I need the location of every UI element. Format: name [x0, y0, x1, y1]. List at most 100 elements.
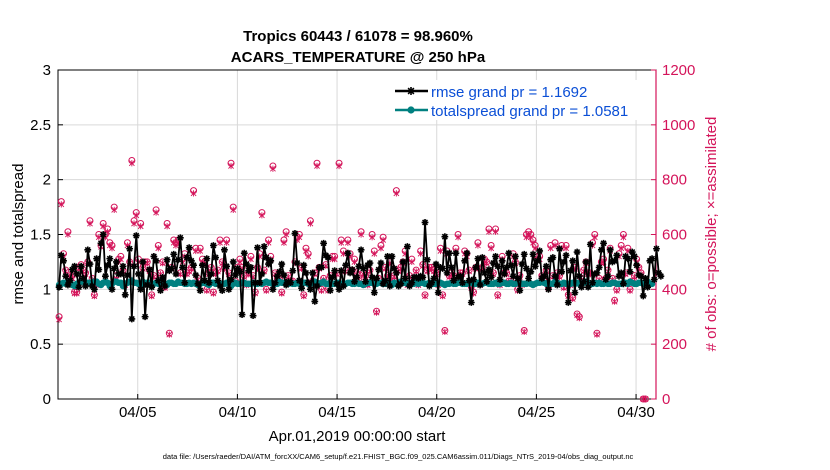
rmse-point — [586, 240, 594, 248]
rmse-point — [578, 283, 585, 291]
rmse-point — [549, 254, 557, 261]
rmse-point — [368, 273, 376, 281]
obs-assimilated-marker — [351, 258, 358, 266]
obs-assimilated-marker — [247, 256, 254, 263]
y-tick-label: 2 — [43, 172, 51, 189]
rmse-point — [399, 258, 407, 266]
rmse-point — [108, 285, 116, 293]
rmse-point — [461, 257, 469, 265]
obs-assimilated-marker — [483, 260, 490, 267]
obs-assimilated-marker — [197, 247, 204, 255]
rmse-point — [377, 259, 385, 267]
rmse-point — [146, 266, 153, 273]
obs-assimilated-marker — [258, 212, 265, 219]
rmse-point — [604, 272, 612, 280]
obs-assimilated-marker — [281, 239, 287, 246]
rmse-point — [551, 272, 559, 280]
obs-assimilated-marker — [58, 201, 65, 208]
obs-assimilated-marker — [131, 220, 137, 227]
rmse-point — [139, 258, 147, 266]
x-tick-label: 04/10 — [219, 404, 257, 421]
rmse-point — [569, 257, 577, 265]
obs-assimilated-marker — [576, 315, 583, 322]
rmse-point — [434, 289, 442, 297]
rmse-point — [245, 267, 253, 275]
rmse-point — [545, 285, 552, 293]
y-tick-label: 2.5 — [30, 117, 51, 134]
obs-assimilated-marker — [344, 239, 351, 246]
rmse-point — [93, 255, 100, 263]
rmse-point — [311, 297, 319, 305]
obs-assimilated-marker — [627, 287, 633, 294]
rmse-point — [335, 285, 343, 293]
rmse-point — [644, 283, 652, 291]
rmse-point — [511, 253, 519, 260]
obs-assimilated-marker — [104, 228, 111, 235]
rmse-point — [306, 285, 314, 293]
rmse-point — [403, 243, 411, 250]
rmse-point — [66, 277, 74, 284]
rmse-point — [582, 258, 590, 266]
obs-assimilated-marker — [318, 287, 325, 294]
right-y-axis-label: # of obs: o=possible; ×=assimilated — [703, 117, 720, 352]
rmse-point — [419, 273, 427, 281]
obs-assimilated-marker — [521, 328, 528, 335]
obs-assimilated-marker — [190, 190, 197, 197]
rmse-point — [467, 299, 475, 306]
rmse-point — [518, 260, 526, 268]
rmse-point — [130, 262, 138, 270]
right-y-tick-label: 800 — [662, 172, 687, 189]
chart-title: Tropics 60443 / 61078 = 98.960% — [243, 28, 473, 45]
rmse-point — [143, 281, 151, 289]
rmse-point — [168, 265, 175, 272]
rmse-point — [639, 292, 647, 300]
rmse-point — [269, 285, 277, 293]
chart-subtitle: ACARS_TEMPERATURE @ 250 hPa — [231, 49, 486, 66]
rmse-point — [260, 243, 268, 250]
rmse-point — [496, 276, 504, 283]
rmse-point — [88, 282, 96, 290]
series-rmse — [55, 219, 665, 323]
rmse-point — [348, 266, 356, 273]
rmse-point — [181, 279, 189, 287]
y-tick-label: 1 — [43, 281, 51, 298]
y-axis-label: rmse and totalspread — [10, 164, 27, 305]
rmse-point — [476, 281, 484, 289]
rmse-point — [229, 258, 237, 266]
rmse-point — [525, 274, 533, 282]
rmse-point — [390, 265, 398, 272]
rmse-point — [478, 254, 486, 261]
rmse-point — [386, 282, 394, 290]
rmse-point — [408, 279, 416, 287]
rmse-point — [62, 272, 70, 280]
obs-assimilated-marker — [148, 293, 155, 300]
rmse-point — [553, 281, 561, 289]
rmse-point — [580, 278, 588, 286]
obs-assimilated-marker — [223, 239, 230, 246]
obs-assimilated-marker — [486, 228, 492, 235]
rmse-point — [223, 262, 231, 270]
obs-assimilated-marker — [422, 293, 428, 300]
rmse-point — [232, 271, 239, 279]
rmse-point — [90, 285, 98, 293]
obs-assimilated-marker — [164, 223, 171, 230]
rmse-point — [135, 270, 142, 278]
rmse-point — [503, 264, 510, 271]
obs-assimilated-marker — [100, 223, 107, 230]
rmse-point — [474, 255, 482, 263]
right-y-tick-label: 0 — [662, 391, 670, 408]
rmse-point — [384, 253, 391, 260]
rmse-point — [198, 261, 206, 269]
rmse-point — [483, 278, 491, 286]
obs-assimilated-marker — [283, 231, 290, 238]
rmse-point — [432, 260, 440, 268]
x-tick-label: 04/05 — [119, 404, 157, 421]
rmse-point — [298, 284, 305, 292]
rmse-point — [238, 311, 246, 318]
rmse-point — [492, 253, 499, 260]
rmse-point — [620, 280, 627, 288]
rmse-point — [485, 266, 493, 273]
obs-assimilated-marker — [87, 220, 93, 227]
obs-assimilated-marker — [642, 395, 649, 403]
